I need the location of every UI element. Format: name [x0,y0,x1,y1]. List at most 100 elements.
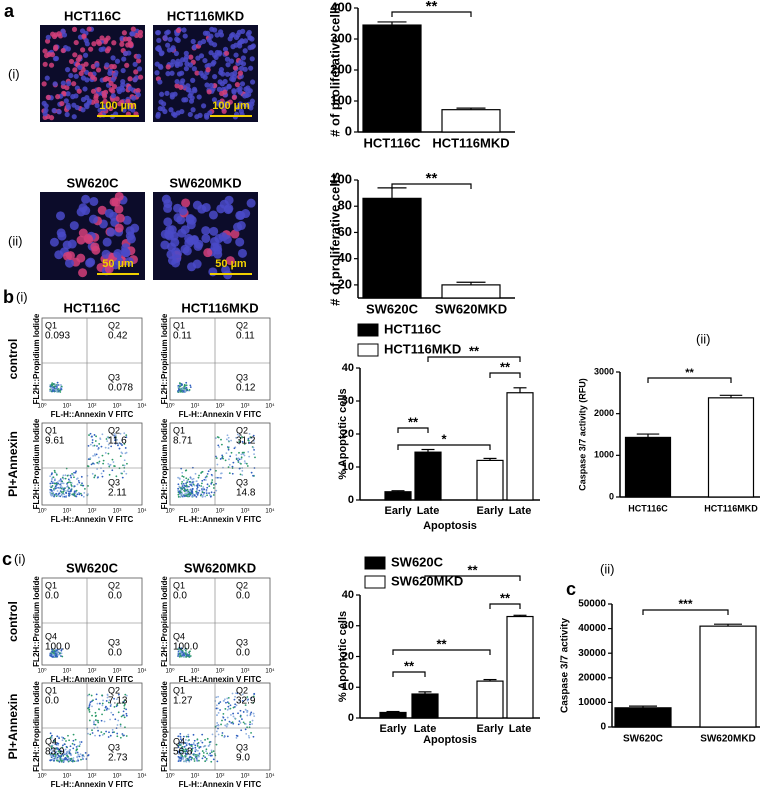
y-tick-label: 10000 [578,697,606,708]
event-dot [60,648,63,650]
event-dot [88,703,91,706]
event-dot [50,751,53,754]
event-dot [232,461,235,464]
event-dot [238,451,240,454]
event-dot [246,714,249,717]
event-dot [181,488,184,491]
event-dot [67,760,70,763]
event-dot [91,732,94,734]
event-dot [97,462,100,465]
cell [165,29,171,35]
event-dot [184,389,187,392]
cell [242,93,248,99]
event-dot [60,754,63,757]
cell [249,36,255,42]
x-tick-label: 10⁴ [137,773,147,780]
event-dot [113,705,116,708]
quadrant-name: Q1 [45,425,57,435]
bar [707,397,755,498]
event-dot [57,744,59,746]
event-dot [189,493,192,496]
event-dot [215,704,218,707]
cell [235,237,245,247]
event-dot [197,749,199,752]
event-dot [95,435,98,438]
event-dot [253,715,256,718]
event-dot [221,454,224,457]
cell [133,69,139,75]
event-dot [209,752,212,755]
cell [202,57,208,64]
event-dot [206,737,209,740]
y-axis-label: FL2H::Propidium Iodide [32,418,41,509]
event-dot [107,447,110,449]
cell [223,50,230,56]
event-dot [61,753,64,755]
event-dot [70,490,72,492]
event-dot [125,694,128,697]
cell [183,66,189,72]
event-dot [125,714,128,717]
x-axis-label: Apoptosis [423,520,477,532]
quadrant-value: 8.71 [173,436,193,447]
event-dot [110,703,112,706]
event-dot [215,489,218,492]
cell [129,102,135,108]
event-dot [181,745,184,748]
y-axis-label: FL2H::Propidium Iodide [32,313,41,404]
panel-label: a [4,1,15,21]
event-dot [201,757,204,760]
y-axis-label: FL2H::Propidium Iodide [32,681,41,772]
x-tick-label: 10³ [113,509,122,515]
cell [56,228,66,238]
event-dot [195,480,198,483]
event-dot [178,652,181,655]
event-dot [182,652,185,655]
event-dot [122,710,125,713]
cell [212,42,218,48]
event-dot [108,708,110,710]
event-dot [191,488,194,491]
event-dot [119,432,122,435]
event-dot [252,695,255,698]
cell [108,80,114,87]
x-tick-label: Late [509,505,532,517]
event-dot [204,495,207,498]
event-dot [72,757,75,759]
event-dot [56,381,59,384]
event-dot [52,741,55,744]
event-dot [55,492,58,495]
bar [441,284,501,299]
cell [222,89,228,95]
event-dot [202,751,205,754]
bar [614,707,672,728]
quadrant-value: 0.12 [236,383,256,394]
cell [44,75,50,81]
event-dot [192,733,195,736]
quadrant-value: 9.0 [236,753,250,764]
event-dot [187,753,190,755]
x-tick-label: Late [414,723,437,735]
event-dot [207,470,210,473]
event-dot [61,482,64,485]
x-tick-label: Early [477,723,505,735]
cell [81,206,91,216]
event-dot [185,742,188,744]
x-axis-label: Apoptosis [423,734,477,746]
cell [230,31,236,38]
cell [194,70,200,76]
significance-bracket [489,372,521,378]
cell [187,62,194,68]
event-dot [52,750,54,753]
event-dot [58,760,61,763]
quadrant-value: 0.11 [173,331,192,342]
event-dot [235,734,238,737]
event-dot [65,740,67,742]
event-dot [182,735,185,738]
event-dot [240,456,243,459]
event-dot [252,712,255,715]
event-dot [59,389,62,392]
y-tick-label: 20000 [578,672,606,683]
event-dot [237,712,239,715]
event-dot [244,462,247,465]
